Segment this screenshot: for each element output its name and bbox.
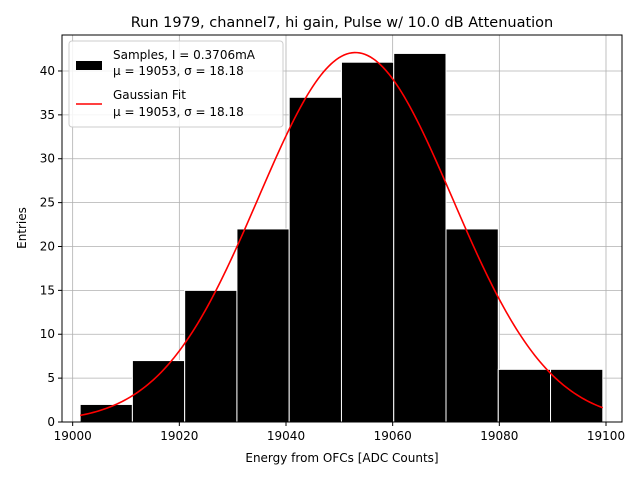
plot-area-frame xyxy=(61,34,623,423)
y-tick-label: 30 xyxy=(40,152,55,166)
histogram-bars xyxy=(79,52,604,423)
legend: Samples, I = 0.3706mA μ = 19053, σ = 18.… xyxy=(68,40,284,128)
x-tick-label: 19000 xyxy=(54,429,92,443)
y-tick-label: 20 xyxy=(40,239,55,253)
legend-bar-swatch xyxy=(76,61,102,70)
legend-fit-line1: Gaussian Fit xyxy=(113,88,186,102)
x-tick-label: 19100 xyxy=(587,429,625,443)
histogram-bar xyxy=(236,228,290,423)
x-axis-label: Energy from OFCs [ADC Counts] xyxy=(245,451,438,465)
histogram-bar xyxy=(184,289,238,423)
histogram-bar xyxy=(445,228,499,423)
y-axis-ticks: 0 5 10 15 20 25 30 35 40 xyxy=(40,64,62,429)
histogram-bar xyxy=(497,368,552,423)
legend-box xyxy=(68,40,284,128)
y-tick-label: 10 xyxy=(40,327,55,341)
y-tick-label: 5 xyxy=(47,371,55,385)
gaussian-fit-curve xyxy=(79,51,604,417)
y-tick-label: 25 xyxy=(40,196,55,210)
histogram-bar xyxy=(340,61,395,423)
legend-samples-line1: Samples, I = 0.3706mA xyxy=(113,48,256,62)
legend-samples-line2: μ = 19053, σ = 18.18 xyxy=(113,64,244,78)
histogram-bar xyxy=(288,96,342,423)
histogram-bar xyxy=(550,368,604,423)
y-tick-label: 40 xyxy=(40,64,55,78)
x-tick-label: 19060 xyxy=(374,429,412,443)
y-axis-label: Entries xyxy=(15,207,29,249)
y-tick-label: 35 xyxy=(40,108,55,122)
x-tick-label: 19040 xyxy=(267,429,305,443)
histogram-bar xyxy=(393,52,447,423)
legend-fit-line2: μ = 19053, σ = 18.18 xyxy=(113,105,244,119)
x-axis-ticks: 19000 19020 19040 19060 19080 19100 xyxy=(54,422,625,443)
y-tick-label: 0 xyxy=(47,415,55,429)
chart-title: Run 1979, channel7, hi gain, Pulse w/ 10… xyxy=(131,15,554,31)
y-tick-label: 15 xyxy=(40,283,55,297)
x-tick-label: 19080 xyxy=(480,429,518,443)
x-tick-label: 19020 xyxy=(160,429,198,443)
